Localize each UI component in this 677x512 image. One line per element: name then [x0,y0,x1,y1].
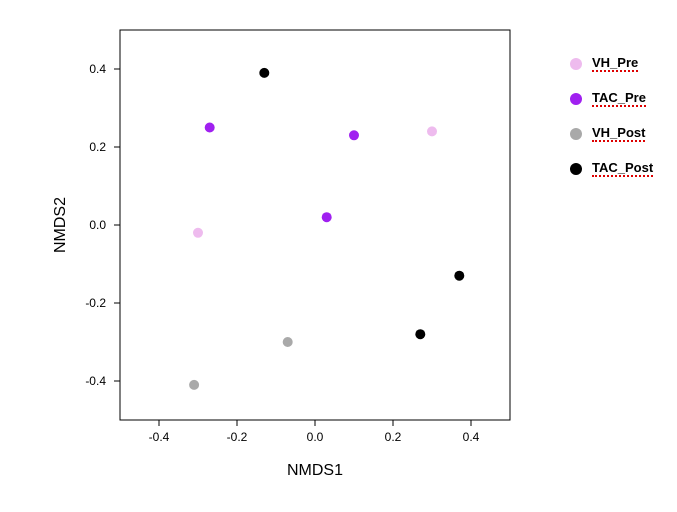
legend-label: VH_Post [592,125,645,142]
svg-text:0.4: 0.4 [89,62,106,76]
svg-text:-0.4: -0.4 [85,374,106,388]
legend-item: VH_Pre [570,55,653,72]
legend-item: TAC_Post [570,160,653,177]
legend-swatch-icon [570,163,582,175]
svg-text:0.2: 0.2 [385,430,402,444]
legend: VH_Pre TAC_Pre VH_Post TAC_Post [570,55,653,195]
legend-swatch-icon [570,128,582,140]
legend-label: VH_Pre [592,55,638,72]
legend-label: TAC_Post [592,160,653,177]
svg-text:NMDS1: NMDS1 [287,462,343,479]
legend-label: TAC_Pre [592,90,646,107]
legend-item: TAC_Pre [570,90,653,107]
svg-text:0.0: 0.0 [89,218,106,232]
svg-text:-0.2: -0.2 [227,430,248,444]
svg-text:NMDS2: NMDS2 [52,197,69,253]
legend-swatch-icon [570,93,582,105]
svg-text:0.0: 0.0 [307,430,324,444]
svg-text:-0.2: -0.2 [85,296,106,310]
nmds-scatter-chart: -0.4 -0.2 0.0 0.2 0.4 -0.4 -0.2 0.0 0.2 0.4 NMDS1 N… [0,0,540,512]
svg-text:-0.4: -0.4 [149,430,170,444]
legend-swatch-icon [570,58,582,70]
svg-text:0.4: 0.4 [463,430,480,444]
svg-text:0.2: 0.2 [89,140,106,154]
legend-item: VH_Post [570,125,653,142]
